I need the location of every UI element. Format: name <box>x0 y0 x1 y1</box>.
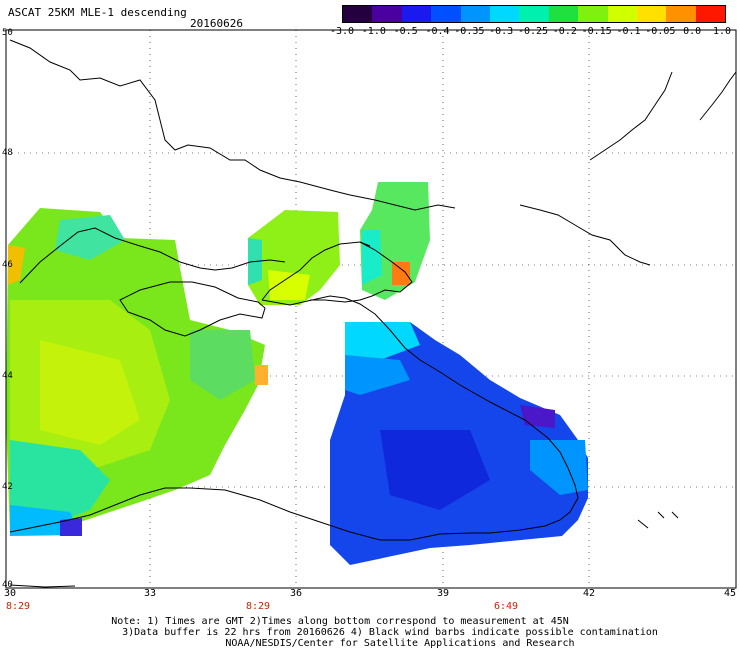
lat-label-42: 42 <box>2 482 13 492</box>
swath-west <box>6 208 268 536</box>
colorbar-swatch-8 <box>578 6 608 22</box>
colorbar-label-4: -0.35 <box>454 26 485 37</box>
lat-label-46: 46 <box>2 260 13 270</box>
lon-label-42: 42 <box>582 588 596 599</box>
colorbar-label-7: -0.2 <box>552 26 577 37</box>
colorbar-label-8: -0.15 <box>581 26 612 37</box>
colorbar-swatch-9 <box>607 6 637 22</box>
colorbar-swatch-2 <box>401 6 432 22</box>
colorbar-label-12: 1.0 <box>712 26 732 37</box>
swath-east <box>330 322 588 565</box>
colorbar-swatch-7 <box>548 6 579 22</box>
colorbar-label-0: -3.0 <box>329 26 355 37</box>
map-date: 20160626 <box>190 17 243 30</box>
note-line-1: Note: 1) Times are GMT 2)Times along bot… <box>111 616 569 627</box>
colorbar-label-9: -0.1 <box>616 26 641 37</box>
note-line-3: NOAA/NESDIS/Center for Satellite Applica… <box>225 638 575 649</box>
lat-label-44: 44 <box>2 371 13 381</box>
colorbar <box>342 5 726 23</box>
time-label-1: 8:29 <box>5 601 31 612</box>
lat-label-50: 50 <box>2 28 13 38</box>
colorbar-label-10: -0.05 <box>645 26 676 37</box>
colorbar-swatch-11 <box>666 6 696 22</box>
colorbar-label-2: -0.5 <box>393 26 418 37</box>
note-line-2: 3)Data buffer is 22 hrs from 20160626 4)… <box>122 627 658 638</box>
colorbar-swatch-6 <box>519 6 549 22</box>
map-frame <box>5 29 737 589</box>
lon-label-30: 30 <box>3 588 17 599</box>
colorbar-label-1: -1.0 <box>361 26 386 37</box>
colorbar-label-5: -0.3 <box>489 26 514 37</box>
colorbar-label-11: 0.0 <box>683 26 702 37</box>
colorbar-swatch-10 <box>636 6 667 22</box>
swath-central <box>248 210 340 305</box>
time-label-2: 8:29 <box>245 601 271 612</box>
colorbar-swatch-3 <box>431 6 461 22</box>
swath-northeast <box>360 182 430 300</box>
colorbar-label-6: -0.25 <box>517 26 549 37</box>
colorbar-swatch-1 <box>372 6 402 22</box>
colorbar-label-3: -0.4 <box>425 26 450 37</box>
time-label-3: 6:49 <box>493 601 519 612</box>
colorbar-swatch-5 <box>489 6 520 22</box>
lon-label-45: 45 <box>723 588 737 599</box>
map-title: ASCAT 25KM MLE-1 descending <box>8 6 187 19</box>
lon-label-33: 33 <box>143 588 157 599</box>
colorbar-swatch-4 <box>460 6 490 22</box>
colorbar-swatch-12 <box>695 6 726 22</box>
coastlines <box>9 39 737 588</box>
lon-label-39: 39 <box>436 588 450 599</box>
lat-label-48: 48 <box>2 148 13 158</box>
lon-label-36: 36 <box>289 588 303 599</box>
lat-label-40: 40 <box>2 580 13 590</box>
colorbar-swatch-0 <box>343 6 373 22</box>
